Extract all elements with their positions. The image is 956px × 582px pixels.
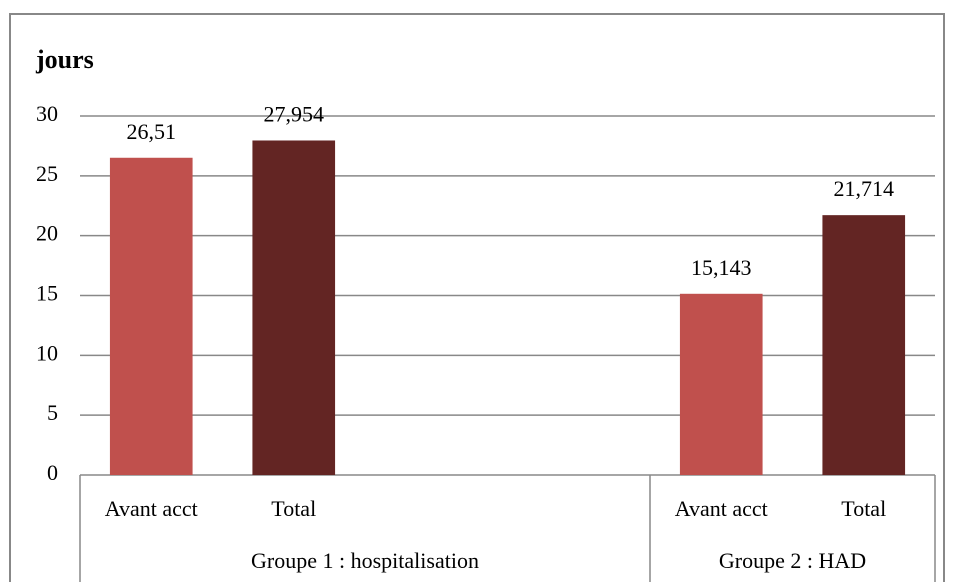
bar	[679, 293, 763, 475]
data-label: 27,954	[264, 102, 325, 127]
y-axis-title: jours	[35, 45, 94, 74]
y-tick-label: 20	[36, 221, 58, 246]
group-label: Groupe 2 : HAD	[719, 548, 866, 573]
x-tick-label: Avant acct	[105, 496, 198, 521]
y-tick-label: 0	[47, 460, 58, 485]
y-tick-label: 25	[36, 161, 58, 186]
x-tick-label: Total	[271, 496, 316, 521]
data-label: 15,143	[691, 255, 752, 280]
chart-border	[9, 13, 945, 582]
group-label: Groupe 1 : hospitalisation	[251, 548, 479, 573]
x-tick-label: Avant acct	[675, 496, 768, 521]
y-tick-label: 5	[47, 400, 58, 425]
y-tick-label: 15	[36, 281, 58, 306]
data-label: 21,714	[834, 176, 895, 201]
x-tick-label: Total	[841, 496, 886, 521]
bar	[252, 140, 336, 475]
y-tick-label: 10	[36, 340, 58, 365]
bar	[822, 215, 906, 475]
data-label: 26,51	[127, 119, 177, 144]
bar	[109, 157, 193, 475]
y-tick-label: 30	[36, 101, 58, 126]
